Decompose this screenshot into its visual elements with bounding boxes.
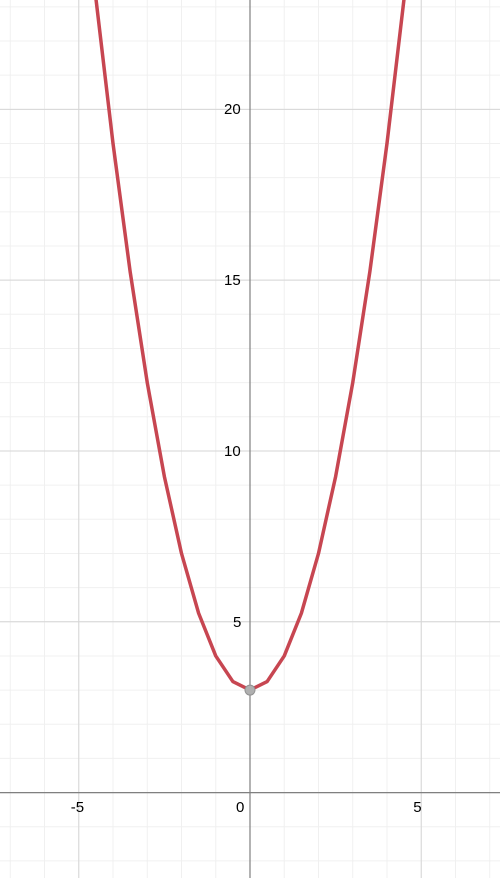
y-axis-label: 15 [224, 272, 241, 289]
x-axis-label: 5 [413, 799, 421, 816]
y-axis-label: 5 [233, 614, 241, 631]
x-axis-label: 0 [236, 799, 244, 816]
y-axis-label: 10 [224, 443, 241, 460]
x-axis-label: -5 [71, 799, 84, 816]
parabola-chart[interactable]: -5 0 5 5 10 15 20 [0, 0, 500, 878]
y-axis-label: 20 [224, 101, 241, 118]
chart-canvas [0, 0, 500, 878]
